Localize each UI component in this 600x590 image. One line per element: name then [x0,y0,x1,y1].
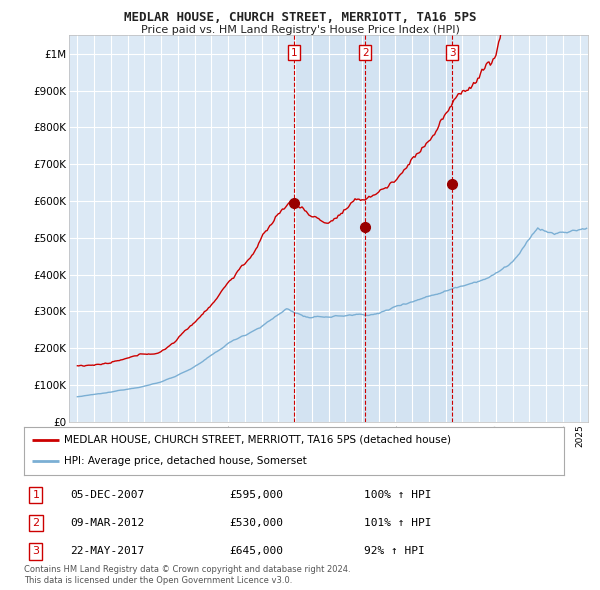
Text: 101% ↑ HPI: 101% ↑ HPI [364,518,432,528]
Text: £595,000: £595,000 [229,490,283,500]
Text: 3: 3 [32,546,40,556]
Text: HPI: Average price, detached house, Somerset: HPI: Average price, detached house, Some… [65,456,307,466]
Text: 1: 1 [32,490,40,500]
Text: 2: 2 [362,48,368,58]
Text: £645,000: £645,000 [229,546,283,556]
Text: 05-DEC-2007: 05-DEC-2007 [70,490,144,500]
Text: 100% ↑ HPI: 100% ↑ HPI [364,490,432,500]
Text: 22-MAY-2017: 22-MAY-2017 [70,546,144,556]
Text: Price paid vs. HM Land Registry's House Price Index (HPI): Price paid vs. HM Land Registry's House … [140,25,460,35]
Text: £530,000: £530,000 [229,518,283,528]
Text: MEDLAR HOUSE, CHURCH STREET, MERRIOTT, TA16 5PS (detached house): MEDLAR HOUSE, CHURCH STREET, MERRIOTT, T… [65,435,452,445]
Text: Contains HM Land Registry data © Crown copyright and database right 2024.
This d: Contains HM Land Registry data © Crown c… [24,565,350,585]
Text: 3: 3 [449,48,455,58]
Text: 2: 2 [32,518,40,528]
Text: MEDLAR HOUSE, CHURCH STREET, MERRIOTT, TA16 5PS: MEDLAR HOUSE, CHURCH STREET, MERRIOTT, T… [124,11,476,24]
Text: 1: 1 [290,48,297,58]
Text: 09-MAR-2012: 09-MAR-2012 [70,518,144,528]
Text: 92% ↑ HPI: 92% ↑ HPI [364,546,425,556]
Bar [293,35,452,422]
